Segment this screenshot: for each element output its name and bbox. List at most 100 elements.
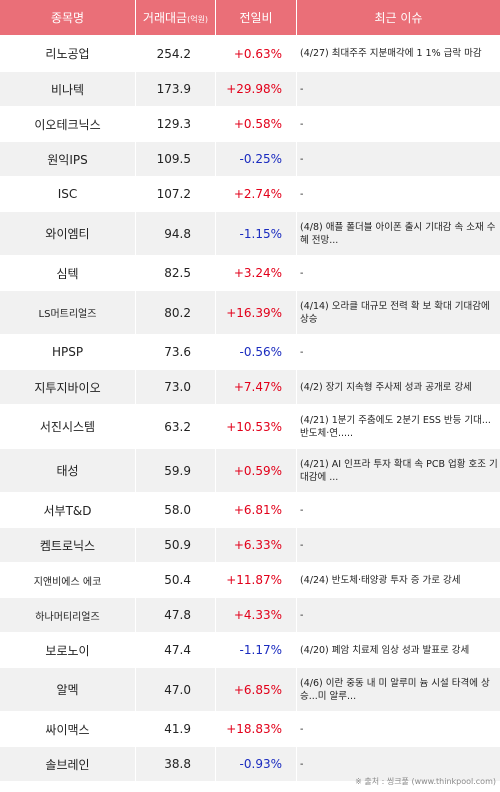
trading-amount: 38.8 [136,747,216,782]
recent-issue: - [297,598,500,633]
table-row: 태성 59.9 +0.59% (4/21) AI 인프라 투자 확대 속 PCB 업황… [0,449,500,493]
change-rate: +4.33% [216,598,297,633]
recent-issue: (4/14) 오라클 대규모 전력 확 보 확대 기대감에 상승 [297,291,500,335]
header-amount-unit: (억원) [187,15,209,24]
change-rate: +2.74% [216,177,297,212]
table-row: 켐트로닉스 50.9 +6.33% - [0,528,500,563]
recent-issue: - [297,528,500,563]
change-rate: +3.24% [216,256,297,291]
table-row: 서부T&D 58.0 +6.81% - [0,493,500,528]
trading-amount: 254.2 [136,36,216,72]
table-row: 싸이맥스 41.9 +18.83% - [0,712,500,747]
change-rate: +16.39% [216,291,297,335]
recent-issue: - [297,712,500,747]
table-row: 리노공업 254.2 +0.63% (4/27) 최대주주 지분매각에 1 1% 급락… [0,36,500,72]
table-row: 심텍 82.5 +3.24% - [0,256,500,291]
table-body: 리노공업 254.2 +0.63% (4/27) 최대주주 지분매각에 1 1% 급락… [0,36,500,782]
stock-name: 리노공업 [0,36,136,72]
stock-name: 서진시스템 [0,405,136,449]
trading-amount: 109.5 [136,142,216,177]
stock-name: HPSP [0,335,136,370]
recent-issue: - [297,335,500,370]
table-row: 솔브레인 38.8 -0.93% - [0,747,500,782]
trading-amount: 59.9 [136,449,216,493]
recent-issue: - [297,493,500,528]
trading-amount: 47.0 [136,668,216,712]
stock-name: 이오테크닉스 [0,107,136,142]
table-row: LS머트리얼즈 80.2 +16.39% (4/14) 오라클 대규모 전력 확 보 … [0,291,500,335]
stock-name: ISC [0,177,136,212]
stock-name: 솔브레인 [0,747,136,782]
stock-name: 보로노이 [0,633,136,668]
change-rate: -1.17% [216,633,297,668]
table-header: 종목명 거래대금(억원) 전일비 최근 이슈 [0,0,500,36]
stock-name: 싸이맥스 [0,712,136,747]
trading-amount: 50.4 [136,563,216,598]
trading-amount: 58.0 [136,493,216,528]
change-rate: +10.53% [216,405,297,449]
stock-name: 켐트로닉스 [0,528,136,563]
table-row: ISC 107.2 +2.74% - [0,177,500,212]
change-rate: +0.63% [216,36,297,72]
stock-name: LS머트리얼즈 [0,291,136,335]
recent-issue: (4/20) 폐암 치료제 임상 성과 발표로 강세 [297,633,500,668]
recent-issue: (4/21) AI 인프라 투자 확대 속 PCB 업황 호조 기대감에 ... [297,449,500,493]
table-row: 지투지바이오 73.0 +7.47% (4/2) 장기 지속형 주사제 성과 공개로 … [0,370,500,405]
header-name: 종목명 [0,0,136,36]
change-rate: -0.93% [216,747,297,782]
change-rate: +18.83% [216,712,297,747]
trading-amount: 47.8 [136,598,216,633]
table-row: 와이엠티 94.8 -1.15% (4/8) 애플 폴더블 아이폰 출시 기대감 속 … [0,212,500,256]
header-change: 전일비 [216,0,297,36]
trading-amount: 82.5 [136,256,216,291]
stock-name: 지투지바이오 [0,370,136,405]
trading-amount: 80.2 [136,291,216,335]
trading-amount: 41.9 [136,712,216,747]
stock-name: 와이엠티 [0,212,136,256]
table-row: 지앤비에스 에코 50.4 +11.87% (4/24) 반도체·태양광 투자 증 가… [0,563,500,598]
change-rate: +7.47% [216,370,297,405]
change-rate: -1.15% [216,212,297,256]
recent-issue: - [297,107,500,142]
recent-issue: - [297,177,500,212]
header-amount: 거래대금(억원) [136,0,216,36]
table-row: 비나텍 173.9 +29.98% - [0,72,500,107]
recent-issue: - [297,256,500,291]
trading-amount: 50.9 [136,528,216,563]
table-row: 원익IPS 109.5 -0.25% - [0,142,500,177]
change-rate: +0.59% [216,449,297,493]
recent-issue: (4/2) 장기 지속형 주사제 성과 공개로 강세 [297,370,500,405]
table-row: HPSP 73.6 -0.56% - [0,335,500,370]
trading-amount: 129.3 [136,107,216,142]
stock-name: 지앤비에스 에코 [0,563,136,598]
table-row: 이오테크닉스 129.3 +0.58% - [0,107,500,142]
change-rate: +6.81% [216,493,297,528]
table-row: 서진시스템 63.2 +10.53% (4/21) 1분기 주춤에도 2분기 ESS … [0,405,500,449]
change-rate: +0.58% [216,107,297,142]
trading-amount: 63.2 [136,405,216,449]
recent-issue: - [297,747,500,782]
recent-issue: (4/6) 이란 중동 내 미 알루미 늄 시설 타격에 상승...미 알루..… [297,668,500,712]
source-note: ※ 출처 : 씽크풀 (www.thinkpool.com) [355,777,496,786]
change-rate: +6.33% [216,528,297,563]
trading-amount: 94.8 [136,212,216,256]
change-rate: +11.87% [216,563,297,598]
stock-name: 심텍 [0,256,136,291]
stock-name: 하나머티리얼즈 [0,598,136,633]
trading-amount: 73.0 [136,370,216,405]
recent-issue: (4/27) 최대주주 지분매각에 1 1% 급락 마감 [297,36,500,72]
stock-name: 비나텍 [0,72,136,107]
stock-name: 원익IPS [0,142,136,177]
trading-amount: 47.4 [136,633,216,668]
table-row: 알멕 47.0 +6.85% (4/6) 이란 중동 내 미 알루미 늄 시설 타격에… [0,668,500,712]
header-row: 종목명 거래대금(억원) 전일비 최근 이슈 [0,0,500,36]
stock-name: 서부T&D [0,493,136,528]
trading-amount: 73.6 [136,335,216,370]
recent-issue: - [297,142,500,177]
recent-issue: (4/21) 1분기 주춤에도 2분기 ESS 반등 기대...반도체·연...… [297,405,500,449]
stock-name: 태성 [0,449,136,493]
table-row: 하나머티리얼즈 47.8 +4.33% - [0,598,500,633]
change-rate: +6.85% [216,668,297,712]
